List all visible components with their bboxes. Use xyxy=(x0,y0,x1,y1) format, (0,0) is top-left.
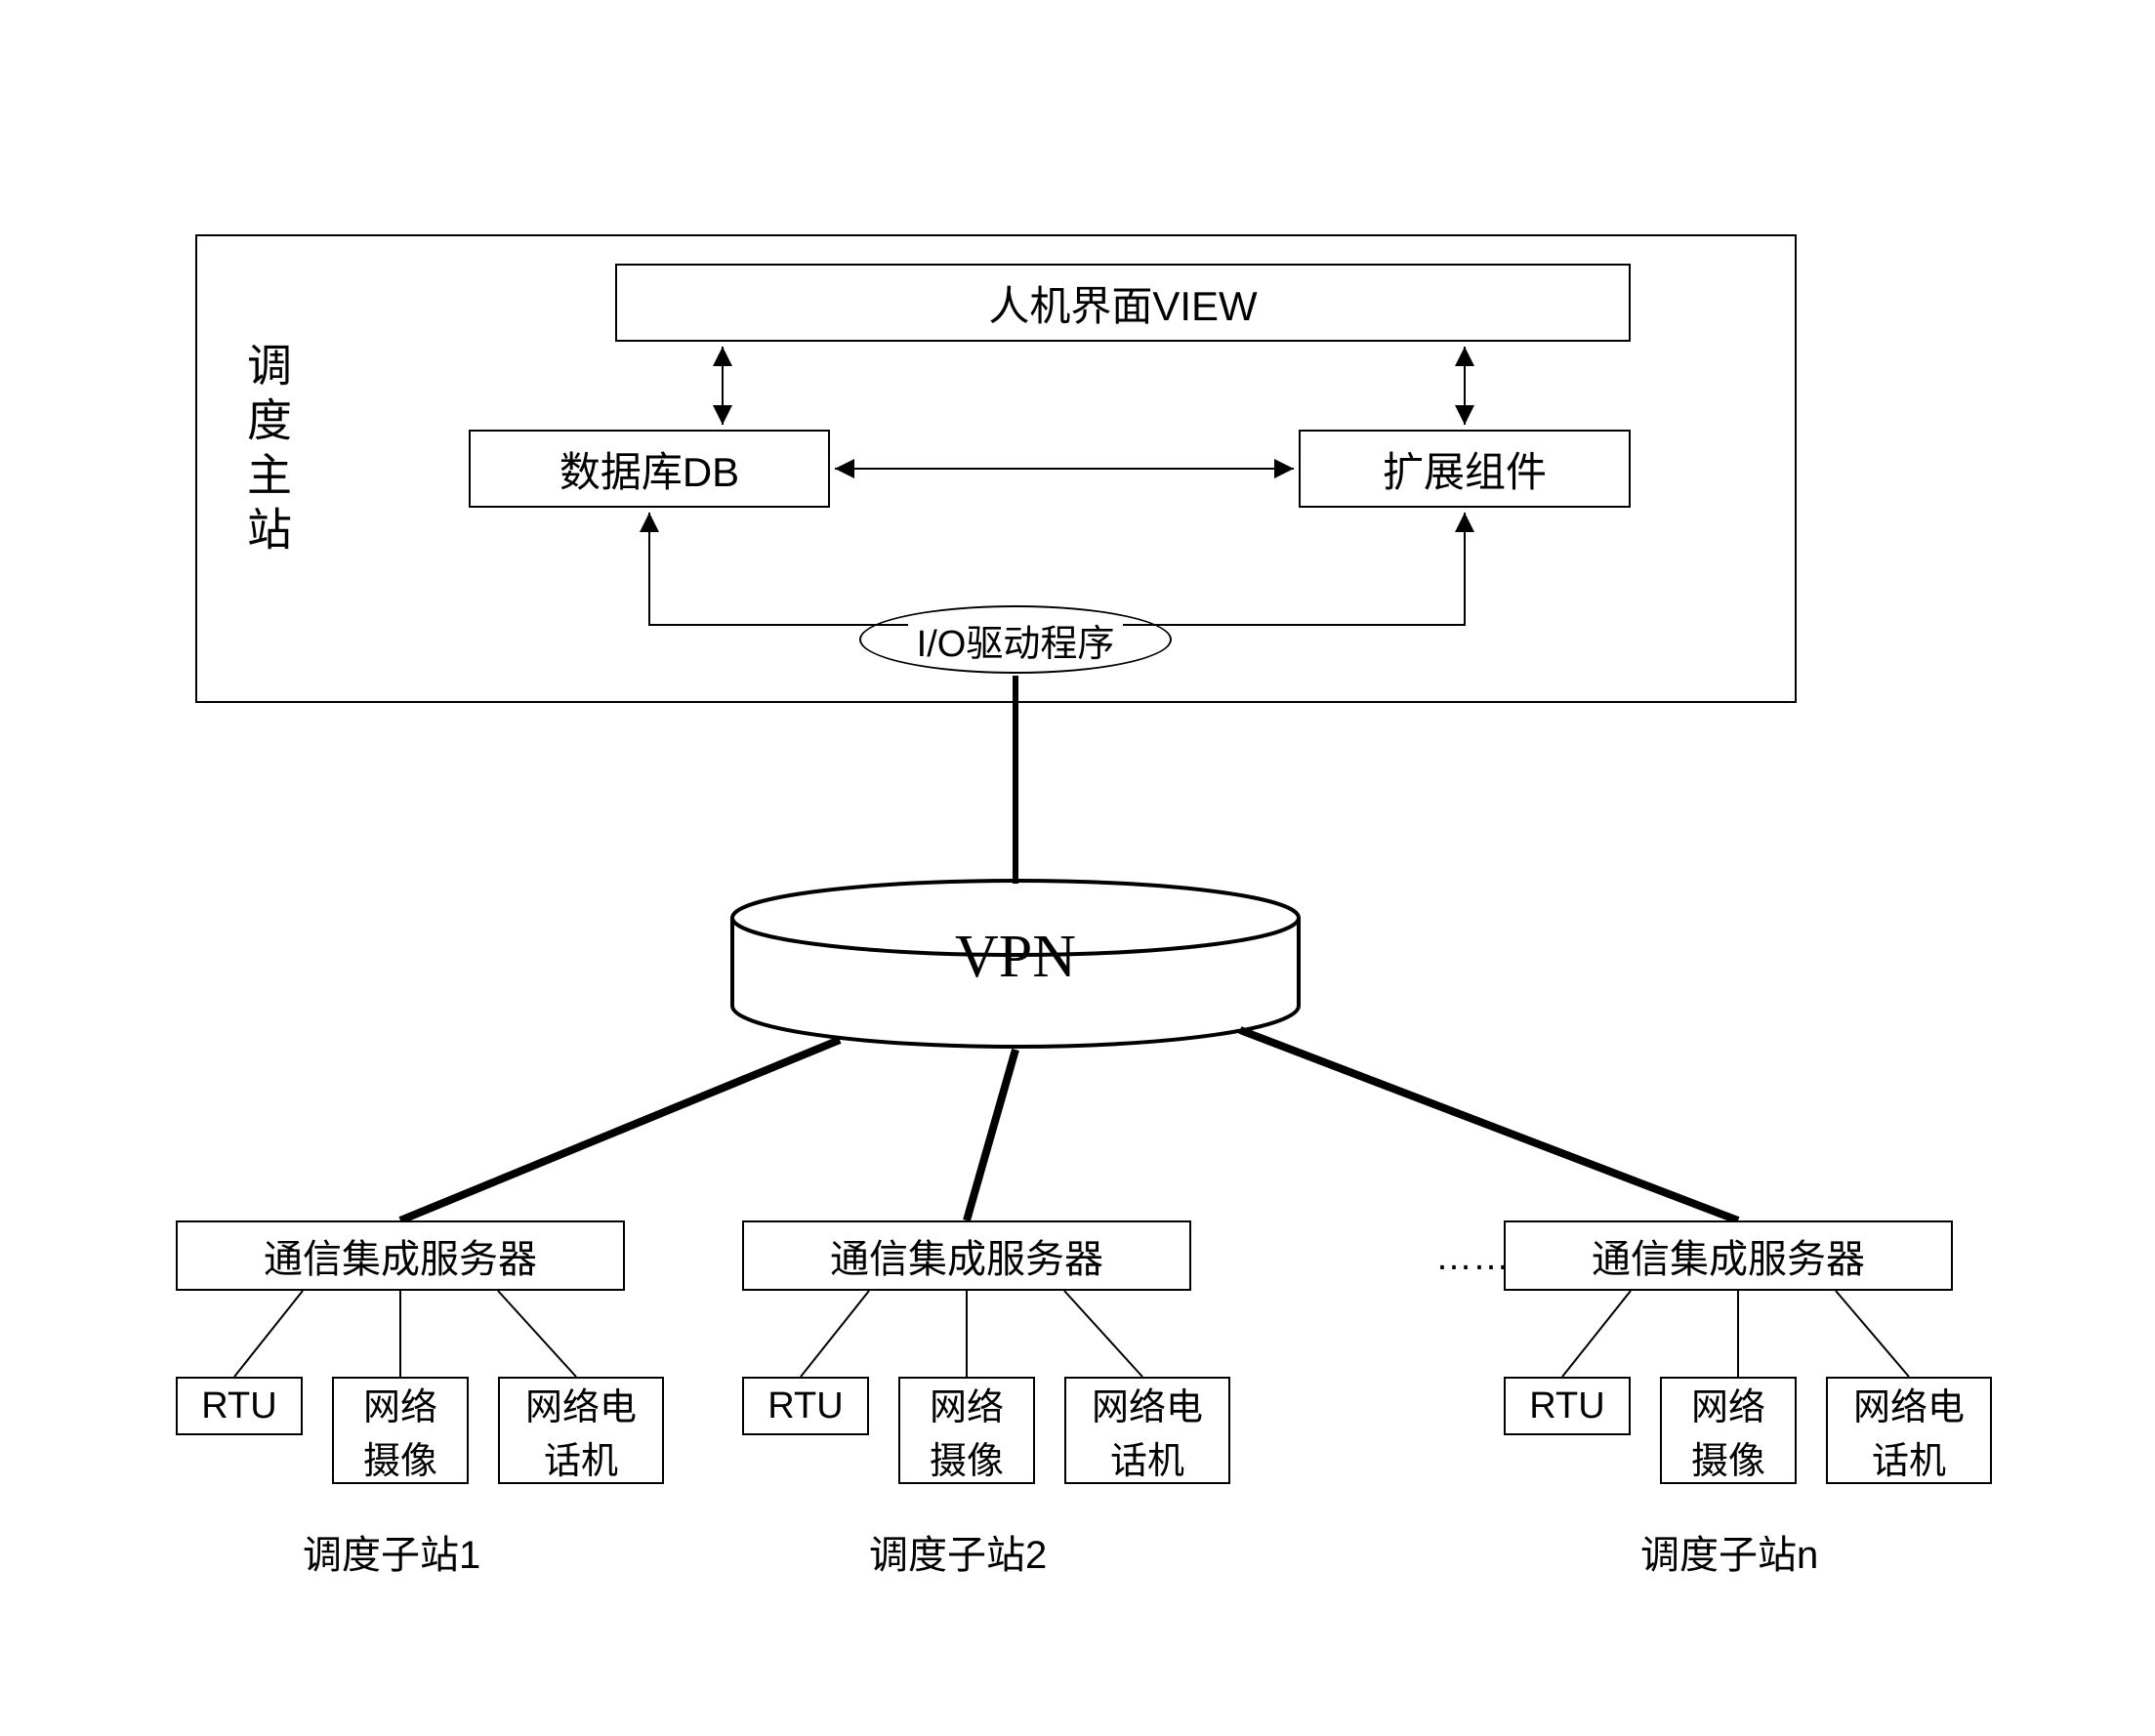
subn-rtu: RTU xyxy=(1504,1377,1631,1435)
sub2-phone-label: 网络电 话机 xyxy=(1092,1377,1203,1484)
sub1-camera-label: 网络 摄像 xyxy=(363,1377,437,1484)
main-station-label: 调度主站 xyxy=(234,342,299,560)
sub2-camera-label: 网络 摄像 xyxy=(930,1377,1004,1484)
sub2-camera: 网络 摄像 xyxy=(898,1377,1035,1484)
sub1-phone-label: 网络电 话机 xyxy=(525,1377,637,1484)
db-box: 数据库DB xyxy=(469,430,830,508)
sub1-rtu-label: RTU xyxy=(201,1385,276,1427)
sub2-rtu-label: RTU xyxy=(767,1385,843,1427)
io-driver-ellipse: I/O驱动程序 xyxy=(859,605,1172,674)
ext-box-label: 扩展组件 xyxy=(1383,439,1547,499)
sub1-phone: 网络电 话机 xyxy=(498,1377,664,1484)
io-driver-label: I/O驱动程序 xyxy=(917,613,1115,667)
sub1-server: 通信集成服务器 xyxy=(176,1220,625,1291)
view-box: 人机界面VIEW xyxy=(615,264,1631,342)
subn-rtu-label: RTU xyxy=(1529,1385,1604,1427)
sub2-rtu: RTU xyxy=(742,1377,869,1435)
db-box-label: 数据库DB xyxy=(559,439,739,499)
sub1-server-label: 通信集成服务器 xyxy=(264,1227,537,1284)
subn-camera: 网络 摄像 xyxy=(1660,1377,1797,1484)
sub1-label: 调度子站1 xyxy=(303,1523,480,1580)
sub2-phone: 网络电 话机 xyxy=(1064,1377,1230,1484)
sub1-rtu: RTU xyxy=(176,1377,303,1435)
sub1-camera: 网络 摄像 xyxy=(332,1377,469,1484)
sub2-label: 调度子站2 xyxy=(869,1523,1047,1580)
subn-phone-label: 网络电 话机 xyxy=(1853,1377,1965,1484)
vpn-label: VPN xyxy=(955,924,1076,990)
sub2-server-label: 通信集成服务器 xyxy=(830,1227,1103,1284)
subn-phone: 网络电 话机 xyxy=(1826,1377,1992,1484)
ellipsis: …… xyxy=(1435,1237,1510,1278)
vpn-cylinder: VPN xyxy=(727,879,1304,1054)
subn-label: 调度子站n xyxy=(1640,1523,1818,1580)
subn-server: 通信集成服务器 xyxy=(1504,1220,1953,1291)
subn-camera-label: 网络 摄像 xyxy=(1691,1377,1765,1484)
diagram-root: 调度主站 人机界面VIEW 数据库DB 扩展组件 I/O驱动程序 VPN xyxy=(137,234,2051,1699)
ext-box: 扩展组件 xyxy=(1299,430,1631,508)
view-box-label: 人机界面VIEW xyxy=(988,273,1257,333)
sub2-server: 通信集成服务器 xyxy=(742,1220,1191,1291)
subn-server-label: 通信集成服务器 xyxy=(1592,1227,1865,1284)
